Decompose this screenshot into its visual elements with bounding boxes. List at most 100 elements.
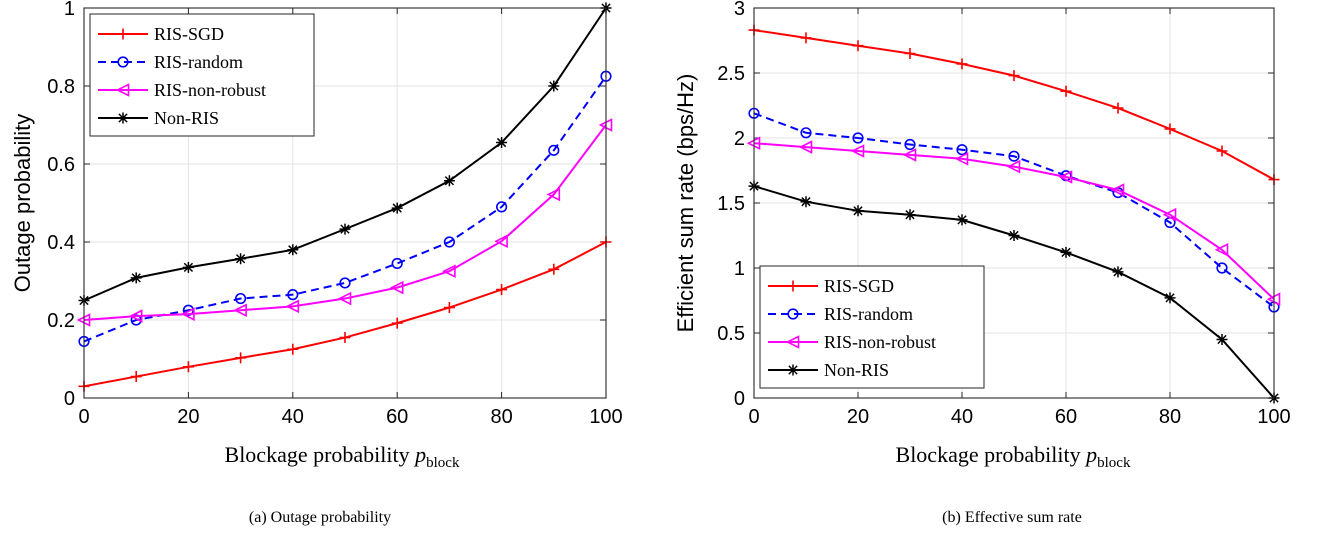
data-point — [339, 277, 351, 289]
series-non-ris — [78, 2, 612, 306]
data-point — [1110, 183, 1125, 197]
data-point — [902, 148, 917, 162]
data-point — [496, 201, 508, 213]
x-tick-label: 20 — [847, 406, 869, 428]
data-point — [233, 303, 247, 318]
data-point — [852, 205, 864, 217]
data-point — [548, 144, 560, 156]
series-ris-sgd — [748, 24, 1280, 186]
data-point — [339, 332, 351, 344]
data-point — [954, 152, 969, 166]
x-tick-label: 20 — [177, 406, 199, 428]
data-point — [1008, 70, 1020, 82]
data-point — [546, 187, 561, 202]
legend-item: Non-RIS — [768, 360, 889, 380]
data-point — [287, 289, 299, 301]
data-point — [548, 80, 560, 92]
data-point — [1112, 266, 1124, 278]
data-point — [182, 361, 194, 373]
data-point — [956, 214, 968, 226]
y-tick-label: 0 — [64, 388, 75, 410]
legend-label: Non-RIS — [824, 360, 889, 380]
legend-marker — [117, 28, 129, 40]
data-point — [904, 209, 916, 221]
data-point — [1112, 102, 1124, 114]
data-point — [391, 257, 403, 270]
legend-item: RIS-non-robust — [98, 80, 266, 100]
data-point — [1006, 159, 1021, 174]
legend-label: RIS-random — [824, 304, 913, 324]
data-point — [800, 127, 812, 139]
caption: (a) Outage probability — [249, 509, 391, 526]
y-tick-label: 0.2 — [47, 310, 75, 332]
legend-marker — [117, 56, 129, 68]
data-point — [852, 40, 864, 52]
y-tick-label: 0.8 — [47, 76, 75, 98]
data-point — [1164, 123, 1176, 135]
y-tick-label: 3 — [734, 0, 745, 20]
series-line — [753, 142, 1275, 300]
y-tick-label: 0.5 — [717, 323, 745, 345]
data-point — [1162, 207, 1177, 222]
data-point — [548, 263, 560, 275]
data-point — [235, 292, 247, 305]
data-point — [1060, 246, 1072, 258]
legend-item: RIS-random — [768, 304, 913, 324]
axes-box — [83, 7, 607, 399]
legend-label: RIS-random — [154, 52, 243, 72]
legend-marker — [787, 280, 799, 292]
legend-label: RIS-non-robust — [154, 80, 266, 100]
panel-outage-probability: Outage probability Blockage probability … — [10, 0, 623, 526]
legend-marker — [785, 335, 800, 349]
data-point — [337, 291, 352, 306]
data-point — [850, 144, 865, 158]
data-point — [494, 234, 508, 249]
data-point — [181, 307, 195, 321]
series-line — [753, 112, 1275, 308]
x-tick-label: 60 — [1055, 406, 1077, 428]
data-point — [235, 352, 247, 364]
data-point — [496, 137, 508, 149]
data-point — [182, 261, 194, 273]
series-line — [83, 75, 607, 343]
series-ris-random — [78, 70, 612, 348]
data-point — [956, 144, 968, 156]
legend-item: Non-RIS — [98, 108, 219, 128]
legend-marker — [787, 308, 799, 320]
data-point — [1216, 262, 1228, 274]
y-tick-label: 0 — [734, 388, 745, 410]
legend: RIS-SGD RIS-random RIS-non-robust Non-RIS — [759, 265, 985, 389]
axes-box — [753, 7, 1275, 399]
y-tick-label: 1 — [734, 258, 745, 280]
data-point — [391, 317, 403, 329]
data-point — [800, 196, 812, 208]
data-point — [1008, 230, 1020, 241]
y-tick-label: 2.5 — [717, 63, 745, 85]
data-point — [442, 264, 456, 279]
data-point — [956, 58, 968, 70]
panel-effective-sum-rate: Efficient sum rate (bps/Hz) Blockage pro… — [673, 0, 1291, 526]
legend-label: RIS-SGD — [154, 24, 224, 44]
x-tick-label: 40 — [282, 406, 304, 428]
ticks: 0 20 40 60 80 100 0 0.5 1 1.5 2 2.5 3 — [717, 0, 1291, 428]
x-axis-label: Blockage probability pblock — [896, 442, 1131, 471]
y-tick-label: 0.6 — [47, 154, 75, 176]
legend: RIS-SGD RIS-random RIS-non-robust Non-RIS — [89, 13, 315, 137]
data-point — [235, 253, 247, 265]
caption: (b) Effective sum rate — [942, 509, 1082, 526]
x-tick-label: 100 — [589, 406, 622, 428]
y-tick-label: 2 — [734, 128, 745, 150]
data-point — [391, 202, 403, 214]
data-point — [339, 223, 351, 235]
x-tick-label: 80 — [490, 406, 512, 428]
x-tick-label: 40 — [951, 406, 973, 428]
legend-item: RIS-SGD — [768, 276, 894, 296]
data-point — [496, 284, 508, 296]
data-point — [1058, 170, 1073, 184]
legend-item: RIS-random — [98, 52, 243, 72]
data-point — [128, 309, 143, 323]
data-point — [285, 299, 300, 314]
data-point — [904, 48, 916, 59]
data-point — [1216, 145, 1228, 157]
